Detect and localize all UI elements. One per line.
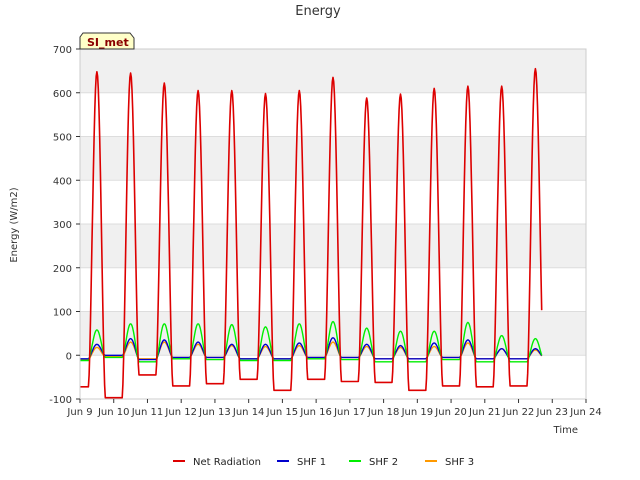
x-tick-label: Jun 9	[66, 407, 92, 418]
x-tick-label: Jun 22	[502, 407, 535, 418]
legend-label: Net Radiation	[193, 457, 261, 468]
background-band	[80, 136, 586, 181]
x-tick-label: Jun 19	[401, 407, 434, 418]
y-tick-label: 400	[53, 176, 72, 187]
site-label-shape	[79, 32, 135, 50]
y-axis: -100 0 100 200 300 400 500 600 700	[49, 45, 80, 406]
x-tick-label: Jun 21	[468, 407, 501, 418]
x-tick-label: Jun 23	[536, 407, 569, 418]
x-tick-label: Jun 13	[198, 407, 231, 418]
site-label: SI_met	[87, 36, 129, 49]
x-tick-label: Jun 16	[299, 407, 332, 418]
y-tick-label: 600	[53, 89, 72, 100]
legend-item: Net Radiation	[173, 457, 261, 468]
x-tick-label: Jun 14	[232, 407, 265, 418]
background-band	[80, 355, 586, 399]
y-tick-label: 700	[53, 45, 72, 56]
background-band	[80, 311, 586, 356]
x-tick-label: Jun 10	[97, 407, 130, 418]
x-axis: Jun 9 Jun 10 Jun 11 Jun 12 Jun 13 Jun 14 Jun 1…	[66, 399, 602, 418]
legend-item: SHF 1	[277, 457, 326, 468]
y-tick-label: 0	[66, 351, 72, 362]
series-lines	[79, 67, 543, 399]
y-tick-label: 500	[53, 133, 72, 144]
x-tick-label: Jun 20	[434, 407, 467, 418]
x-tick-label: Jun 11	[131, 407, 164, 418]
y-tick-label: -100	[49, 395, 72, 406]
legend: Net Radiation SHF 1 SHF 2 SHF 3	[173, 457, 474, 468]
x-axis-title: Time	[553, 425, 578, 436]
series-line-net-radiation	[79, 67, 543, 399]
background-band	[80, 224, 586, 268]
y-axis-title: Energy (W/m2)	[9, 187, 20, 262]
background-band	[80, 267, 586, 312]
legend-item: SHF 3	[425, 457, 474, 468]
background-band	[80, 92, 586, 137]
y-tick-label: 200	[53, 264, 72, 275]
site-label-box: SI_met	[79, 32, 135, 50]
y-tick-label: 300	[53, 220, 72, 231]
legend-label: SHF 3	[445, 457, 474, 468]
legend-label: SHF 1	[297, 457, 326, 468]
background-band	[80, 49, 586, 93]
x-tick-label: Jun 24	[569, 407, 602, 418]
x-tick-label: Jun 12	[164, 407, 197, 418]
legend-item: SHF 2	[349, 457, 398, 468]
chart-title: Energy	[295, 4, 341, 19]
x-tick-label: Jun 17	[333, 407, 366, 418]
x-tick-label: Jun 18	[367, 407, 400, 418]
x-tick-label: Jun 15	[266, 407, 299, 418]
background-band	[80, 180, 586, 224]
y-tick-label: 100	[53, 308, 72, 319]
legend-label: SHF 2	[369, 457, 398, 468]
